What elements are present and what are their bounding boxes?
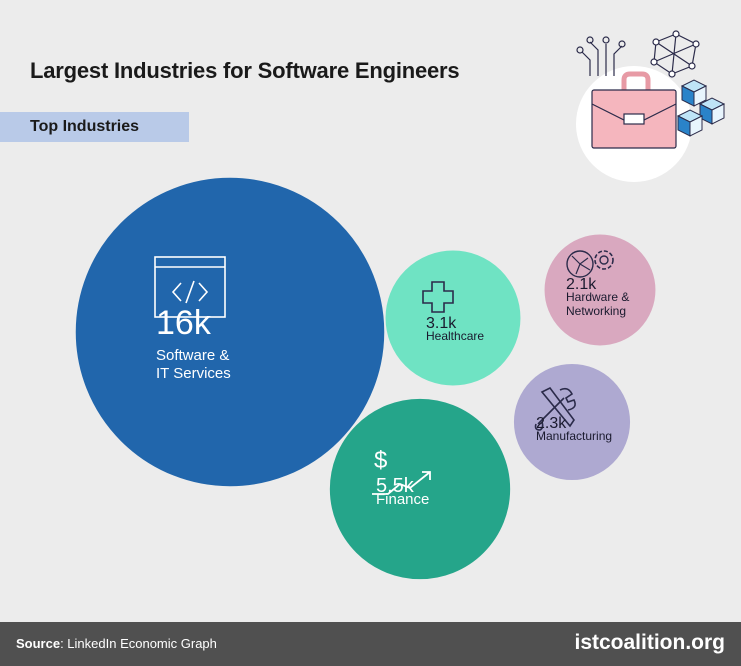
bubble-label: Manufacturing bbox=[536, 429, 612, 443]
bubble-value: 16k bbox=[156, 304, 212, 342]
bubble-software-it-services: 16k Software &IT Services bbox=[74, 176, 386, 488]
bubble-value: 2.3k bbox=[536, 415, 567, 432]
dollar-growth-icon: $ bbox=[372, 447, 431, 495]
bubble-circle bbox=[543, 233, 657, 347]
bubble-circle bbox=[384, 249, 522, 387]
bubble-label: Software & bbox=[156, 347, 229, 364]
site-url: istcoalition.org bbox=[574, 631, 725, 654]
briefcase-network-icon bbox=[576, 30, 726, 182]
bubble-label: Networking bbox=[566, 304, 626, 318]
bubble-label: Hardware & bbox=[566, 290, 629, 304]
source-note: Source: LinkedIn Economic Graph bbox=[16, 636, 217, 651]
chart-title: Largest Industries for Software Engineer… bbox=[30, 58, 460, 83]
footer-bar: Source: LinkedIn Economic Graph istcoali… bbox=[0, 622, 741, 666]
medical-cross-icon bbox=[422, 281, 454, 313]
svg-text:$: $ bbox=[374, 447, 387, 474]
source-label: Source bbox=[16, 636, 61, 651]
bubble-value: 2.1k bbox=[566, 276, 597, 293]
bubble-label: IT Services bbox=[156, 365, 231, 382]
bubble-circle bbox=[328, 397, 512, 581]
section-tag: Top Industries bbox=[0, 112, 189, 142]
bubble-label: Healthcare bbox=[426, 329, 484, 343]
bubble-value: 5.5k bbox=[376, 475, 415, 497]
bubble-label: Finance bbox=[376, 491, 429, 508]
source-text: : LinkedIn Economic Graph bbox=[60, 636, 217, 651]
gears-network-icon bbox=[566, 250, 614, 278]
tools-icon bbox=[534, 386, 576, 431]
bubble-circle bbox=[74, 176, 386, 488]
code-window-icon bbox=[154, 256, 226, 318]
bubble-value: 3.1k bbox=[426, 315, 457, 332]
